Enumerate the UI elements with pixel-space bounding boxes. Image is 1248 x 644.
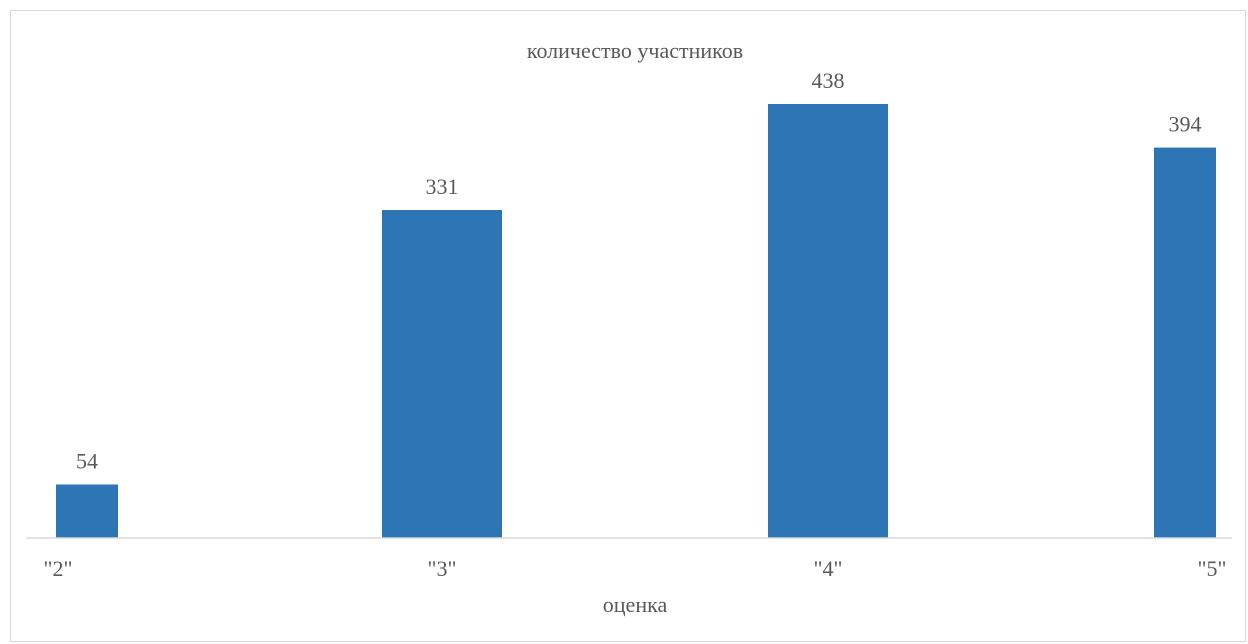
labels-layer: 54 "2" 331 "3" 438 "4" 394 "5": [44, 68, 1227, 581]
x-tick-label-1: "2": [44, 556, 73, 581]
x-tick-label-4: "5": [1198, 556, 1227, 581]
bar-3: [768, 104, 888, 538]
x-tick-label-2: "3": [428, 556, 457, 581]
data-label-3: 438: [812, 68, 845, 93]
bar-2: [382, 210, 502, 538]
x-tick-label-3: "4": [814, 556, 843, 581]
chart-title: количество участников: [527, 38, 743, 63]
data-label-2: 331: [426, 174, 459, 199]
bars-layer: [56, 104, 1216, 538]
bar-4: [1154, 147, 1216, 538]
data-label-1: 54: [76, 448, 98, 473]
x-axis-title: оценка: [603, 592, 668, 617]
chart-frame: [10, 10, 1246, 642]
data-label-4: 394: [1169, 112, 1202, 137]
bar-1: [56, 484, 118, 538]
